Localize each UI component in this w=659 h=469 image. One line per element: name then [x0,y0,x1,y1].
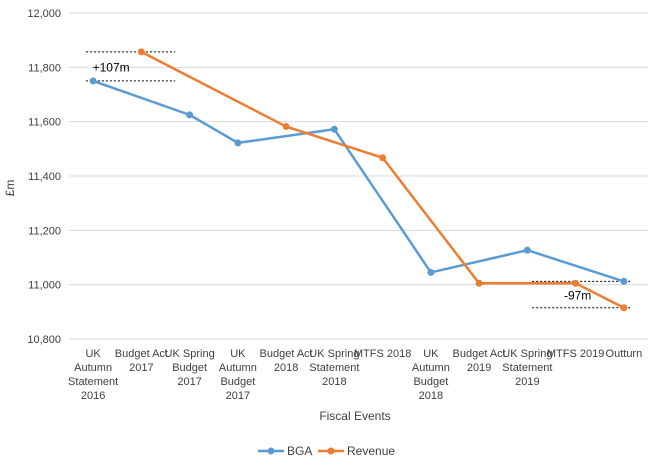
data-point-revenue [572,279,580,287]
y-tick-label: 11,000 [28,280,61,292]
series-line-bga [92,79,625,283]
data-point-revenue [282,123,290,131]
x-tick-label: UK Autumn Statement 2016 [68,348,118,402]
x-tick-label: Budget Act 2019 [453,348,506,374]
y-tick-label: 10,800 [27,334,61,346]
data-point-revenue [620,304,628,312]
x-tick-label: UK Autumn Budget 2018 [412,348,450,402]
y-tick-label: 11,400 [28,171,61,183]
x-axis-title: Fiscal Events [319,409,390,423]
legend-marker-bga [267,447,275,455]
x-tick-label: UK Spring Statement 2018 [309,348,359,388]
y-tick-label: 12,000 [27,8,61,20]
y-tick-label: 11,200 [28,225,61,237]
legend-marker-revenue [327,447,335,455]
x-tick-label: MTFS 2019 [547,348,604,360]
series-line-revenue [140,50,625,309]
legend-label-revenue: Revenue [347,444,395,458]
legend-label-bga: BGA [287,444,312,458]
data-point-bga [234,139,242,147]
data-point-bga [186,111,194,119]
data-point-bga [620,277,628,285]
y-axis-ticks: 10,800 11,000 11,200 11,400 11,600 11,800 12,0… [27,8,61,346]
data-point-revenue [475,279,483,287]
data-point-bga [330,125,338,133]
annotation-label: +107m [93,60,130,74]
x-tick-label: UK Spring Statement 2019 [502,348,552,388]
data-point-bga [427,268,435,276]
data-point-revenue [379,154,387,162]
x-tick-label: Budget Act 2017 [115,348,168,374]
x-tick-label: UK Autumn Budget 2017 [219,348,257,402]
data-point-bga [89,77,97,85]
data-point-bga [523,246,531,254]
y-tick-label: 11,600 [28,117,61,129]
x-tick-label: Outturn [606,348,643,360]
legend: BGA Revenue [258,444,395,458]
annotation-label: -97m [564,289,591,303]
y-tick-label: 11,800 [28,62,61,74]
x-tick-label: MTFS 2018 [354,348,411,360]
series-layer [89,48,628,312]
gridlines [69,12,648,340]
x-tick-label: UK Spring Budget 2017 [165,348,215,388]
annotations: +107m -97m [85,51,633,309]
y-axis-title: £m [3,180,17,197]
x-tick-label: Budget Act 2018 [260,348,313,374]
data-point-revenue [137,48,145,56]
